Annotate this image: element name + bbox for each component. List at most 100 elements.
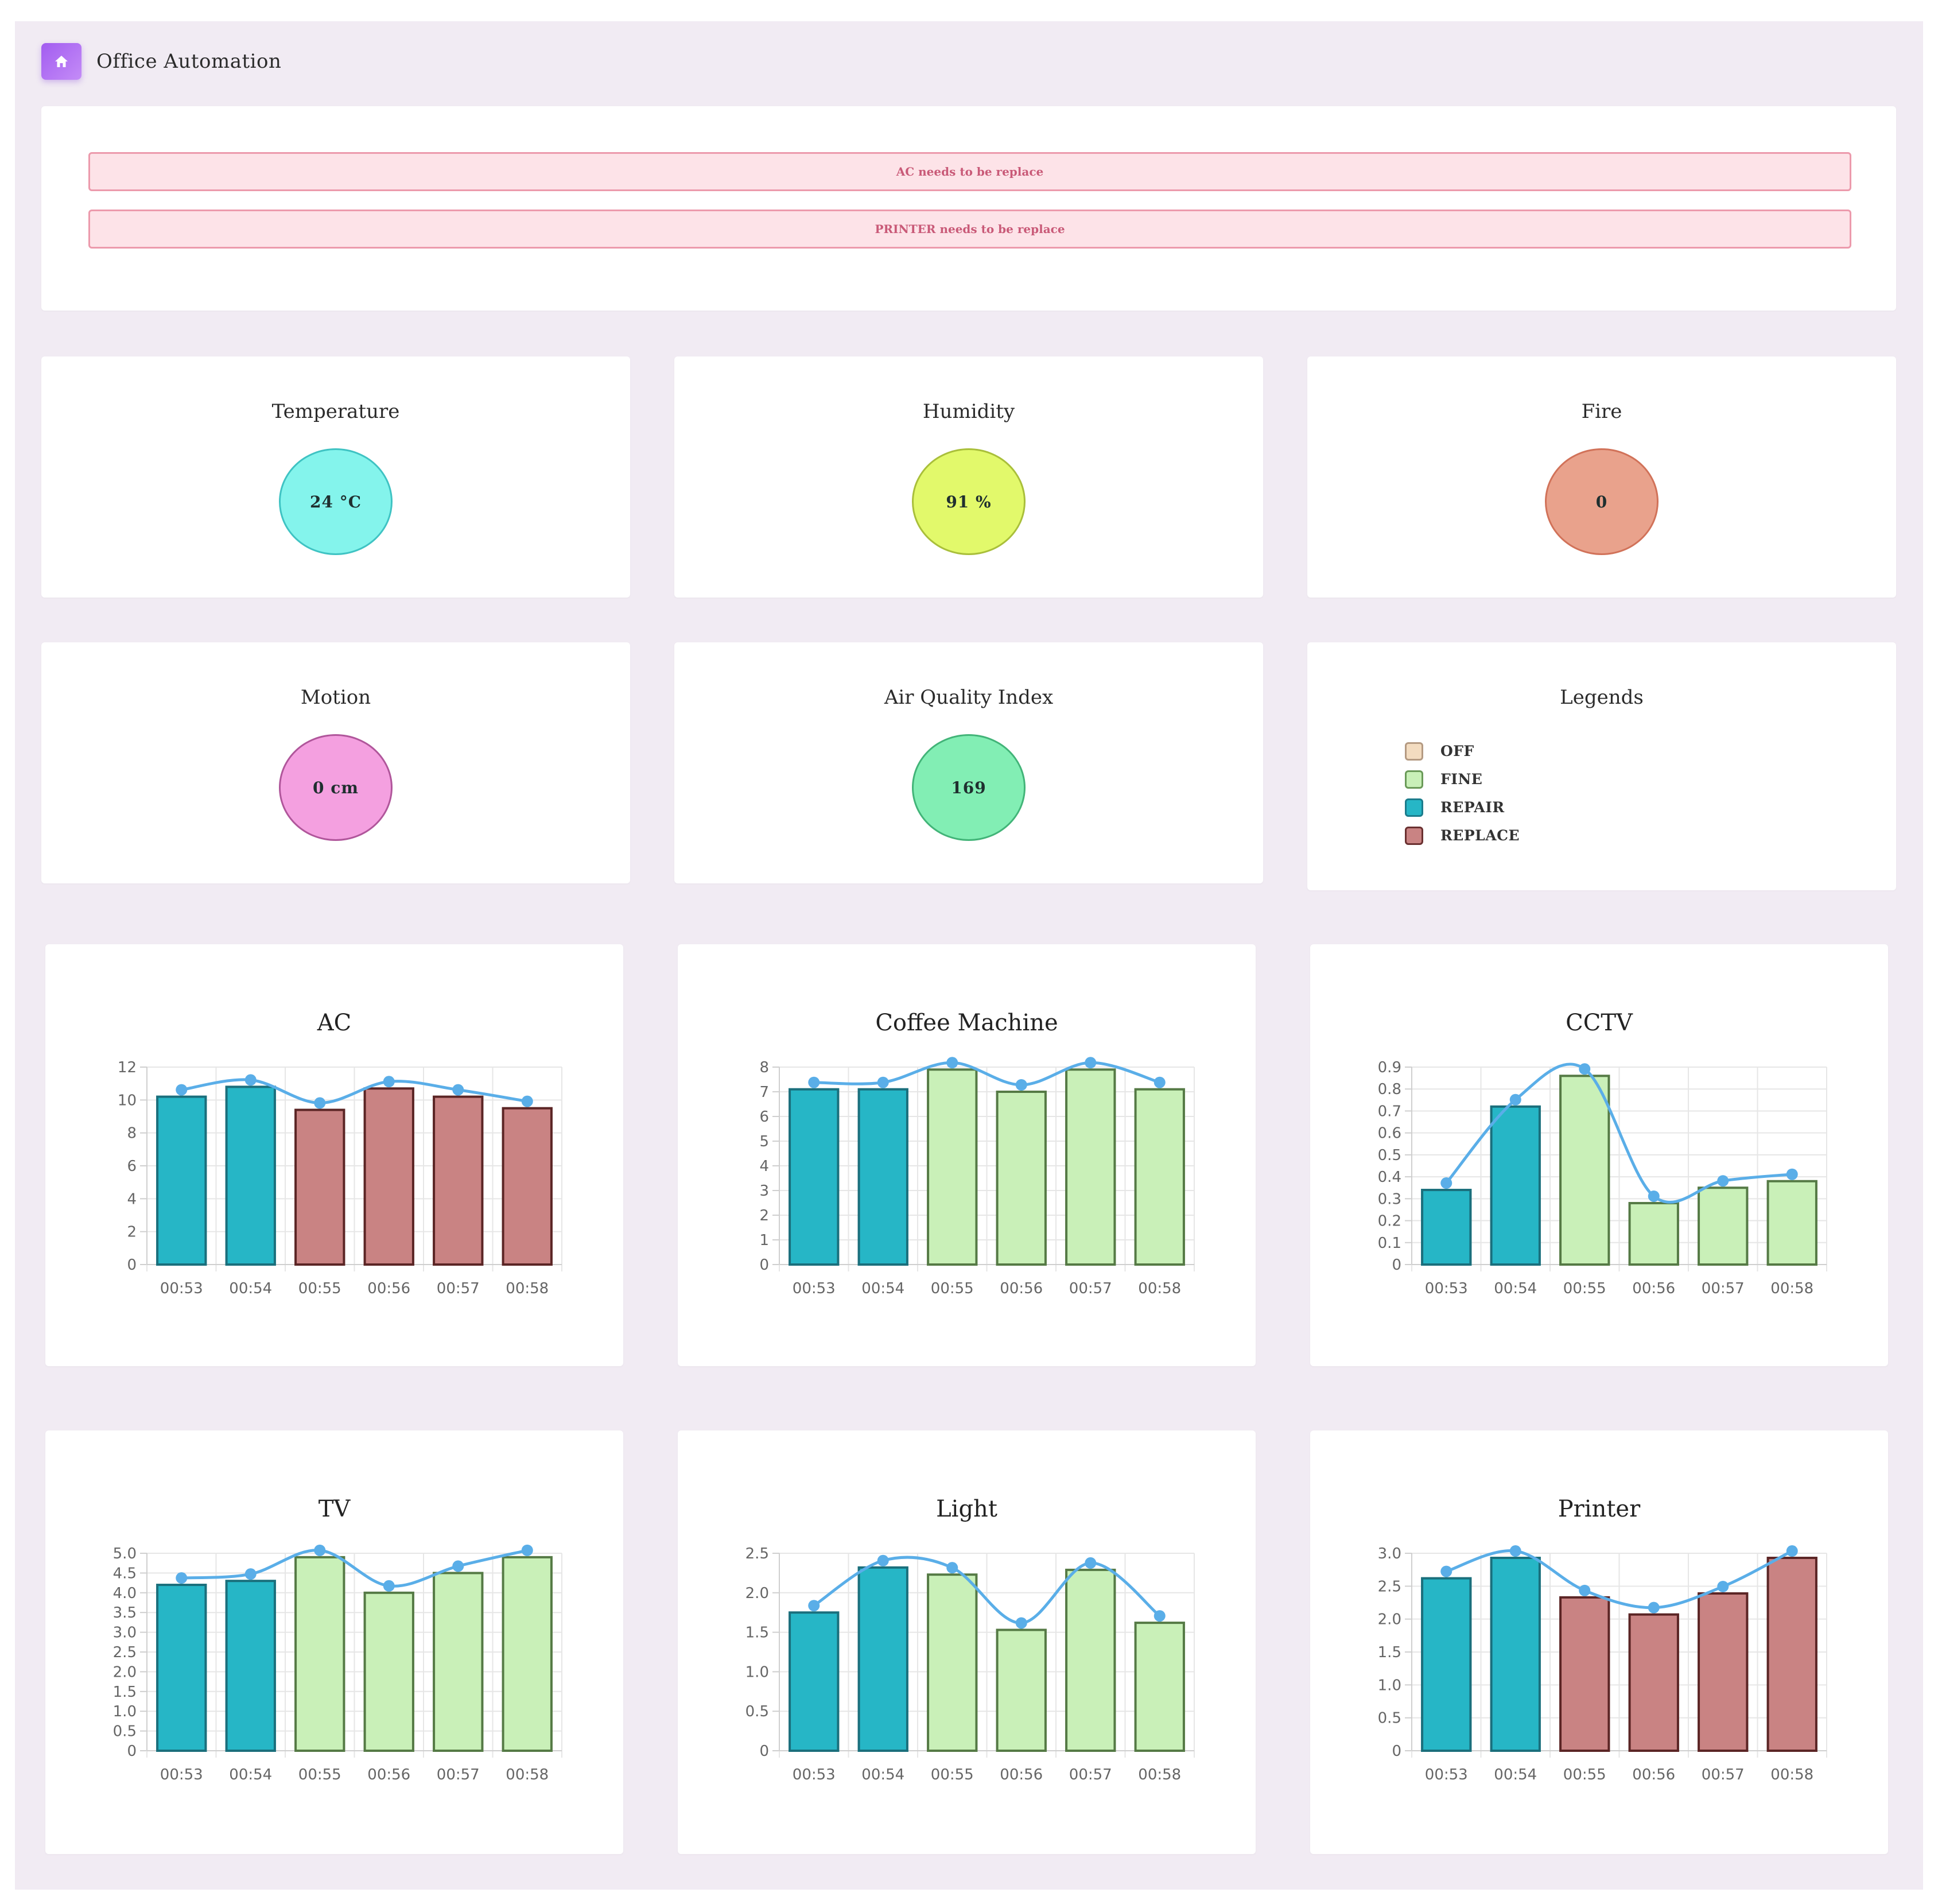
cctv-ytick-label: 0.6 [1378, 1125, 1401, 1142]
cctv-xtick-label: 00:55 [1563, 1280, 1606, 1297]
light-ytick-label: 0.5 [745, 1703, 769, 1720]
top-bar: Office Automation [41, 41, 281, 82]
printer-bar-0056 [1628, 1613, 1679, 1752]
coffee-machine-xtick-label: 00:53 [793, 1280, 836, 1297]
coffee-machine-point-0057 [1085, 1057, 1097, 1069]
fire-value: 0 [1545, 448, 1659, 555]
home-button[interactable] [41, 43, 81, 80]
ac-xtick-label: 00:57 [437, 1280, 480, 1297]
tv-ytick-label: 3.5 [113, 1604, 137, 1622]
tv-chart-card: TV 0 0.5 1.0 1.5 2.0 2.5 3.0 3.5 4.0 4.5 5.0 00:53 00… [45, 1430, 623, 1854]
printer-point-0057 [1717, 1580, 1729, 1592]
air-quality-card: Air Quality Index 169 [674, 642, 1263, 883]
ac-axes: 0 2 4 6 8 10 12 [118, 1059, 562, 1274]
tv-bar-0053 [156, 1584, 207, 1752]
tv-bar-0057 [433, 1572, 484, 1752]
tv-xtick-label: 00:53 [160, 1766, 203, 1783]
coffee-machine-axes: 0 1 2 3 4 5 6 7 8 [759, 1059, 1195, 1274]
air-quality-title: Air Quality Index [884, 686, 1054, 709]
tv-point-0054 [244, 1568, 257, 1580]
printer-ytick-label: 0 [1392, 1743, 1401, 1760]
ac-xtick-label: 00:53 [160, 1280, 203, 1297]
motion-card: Motion 0 cm [41, 642, 630, 883]
cctv-xtick-label: 00:58 [1770, 1280, 1813, 1297]
printer-bar-0055 [1559, 1596, 1610, 1752]
ac-ytick-label: 12 [118, 1059, 137, 1076]
light-point-0057 [1085, 1557, 1097, 1569]
cctv-bar-0055 [1559, 1075, 1610, 1266]
light-ytick-label: 1.0 [745, 1663, 769, 1681]
tv-xtick-label: 00:54 [229, 1766, 272, 1783]
cctv-ytick-label: 0.9 [1378, 1059, 1401, 1076]
ac-xtick-label: 00:58 [506, 1280, 549, 1297]
tv-point-0056 [383, 1580, 395, 1592]
light-point-0054 [877, 1554, 889, 1566]
cctv-bar-0054 [1490, 1105, 1541, 1266]
light-point-0055 [946, 1562, 958, 1574]
temperature-title: Temperature [271, 400, 400, 423]
tv-ytick-label: 5.0 [113, 1545, 137, 1562]
motion-title: Motion [300, 686, 371, 709]
humidity-value: 91 % [912, 448, 1026, 555]
cctv-chart-card: CCTV 0 0.1 0.2 0.3 0.4 0.5 0.6 0.7 0.8 0.9 00:53 00:… [1310, 944, 1888, 1366]
cctv-bar-0053 [1421, 1189, 1472, 1266]
legend-item-replace: REPLACE [1405, 821, 1520, 850]
light-xtick-label: 00:55 [931, 1766, 974, 1783]
ac-ytick-label: 0 [127, 1257, 137, 1274]
tv-ytick-label: 0.5 [113, 1723, 137, 1740]
coffee-machine-ytick-label: 0 [759, 1257, 769, 1274]
light-point-0058 [1154, 1610, 1166, 1622]
printer-ytick-label: 1.0 [1378, 1677, 1401, 1694]
coffee-machine-bar-0055 [927, 1068, 978, 1266]
motion-value: 0 cm [279, 734, 393, 841]
light-chart: Light 0 0.5 1.0 1.5 2.0 2.5 00:53 00:54 00:55 00:5… [745, 1496, 1195, 1783]
light-point-0056 [1015, 1617, 1027, 1629]
printer-bar-0057 [1698, 1592, 1749, 1752]
tv-point-0058 [521, 1544, 533, 1556]
tv-ytick-label: 4.5 [113, 1565, 137, 1582]
ac-chart-card: AC 0 2 4 6 8 10 12 00:53 00:54 00:55 00:56 00:57 00:5… [45, 944, 623, 1366]
coffee-machine-ytick-label: 1 [759, 1232, 769, 1249]
ac-point-0056 [383, 1076, 395, 1088]
ac-ytick-label: 6 [127, 1158, 137, 1175]
legend-label-off: OFF [1440, 743, 1474, 759]
coffee-machine-ytick-label: 6 [759, 1108, 769, 1126]
light-bar-0055 [927, 1573, 978, 1752]
light-trend-line [813, 1556, 1161, 1624]
printer-axes: 0 0.5 1.0 1.5 2.0 2.5 3.0 [1378, 1545, 1827, 1760]
printer-xtick-label: 00:53 [1425, 1766, 1468, 1783]
tv-point-0053 [176, 1572, 188, 1584]
legend-swatch-replace [1405, 826, 1423, 845]
ac-point-0054 [244, 1074, 257, 1086]
printer-point-0056 [1648, 1601, 1660, 1614]
light-bar-0056 [996, 1628, 1047, 1752]
tv-ytick-label: 2.0 [113, 1663, 137, 1681]
printer-chart-card: Printer 0 0.5 1.0 1.5 2.0 2.5 3.0 00:53 00:54 00:5… [1310, 1430, 1888, 1854]
printer-trend-line [1446, 1549, 1793, 1610]
app-title: Office Automation [96, 50, 282, 73]
printer-xtick-label: 00:55 [1563, 1766, 1606, 1783]
cctv-point-0058 [1786, 1168, 1798, 1180]
printer-point-0053 [1440, 1565, 1452, 1577]
legends-title: Legends [1560, 686, 1644, 709]
cctv-title: CCTV [1566, 1010, 1633, 1036]
fire-card: Fire 0 [1307, 356, 1896, 598]
alerts-panel: AC needs to be replace PRINTER needs to … [41, 106, 1896, 311]
humidity-title: Humidity [922, 400, 1015, 423]
light-point-0053 [808, 1600, 820, 1612]
ac-ytick-label: 2 [127, 1224, 137, 1241]
ac-trend-line [181, 1078, 528, 1105]
air-quality-value: 169 [912, 734, 1026, 841]
ac-point-0053 [176, 1084, 188, 1096]
coffee-machine-xtick-label: 00:55 [931, 1280, 974, 1297]
coffee-machine-ytick-label: 3 [759, 1182, 769, 1200]
ac-bar-0057 [433, 1095, 484, 1266]
legend-label-fine: FINE [1440, 771, 1483, 788]
coffee-machine-ytick-label: 8 [759, 1059, 769, 1076]
cctv-xtick-label: 00:54 [1494, 1280, 1537, 1297]
cctv-ytick-label: 0.8 [1378, 1081, 1401, 1098]
tv-ytick-label: 3.0 [113, 1624, 137, 1642]
legend-swatch-off [1405, 742, 1423, 761]
cctv-ytick-label: 0.1 [1378, 1235, 1401, 1252]
light-xtick-label: 00:53 [793, 1766, 836, 1783]
